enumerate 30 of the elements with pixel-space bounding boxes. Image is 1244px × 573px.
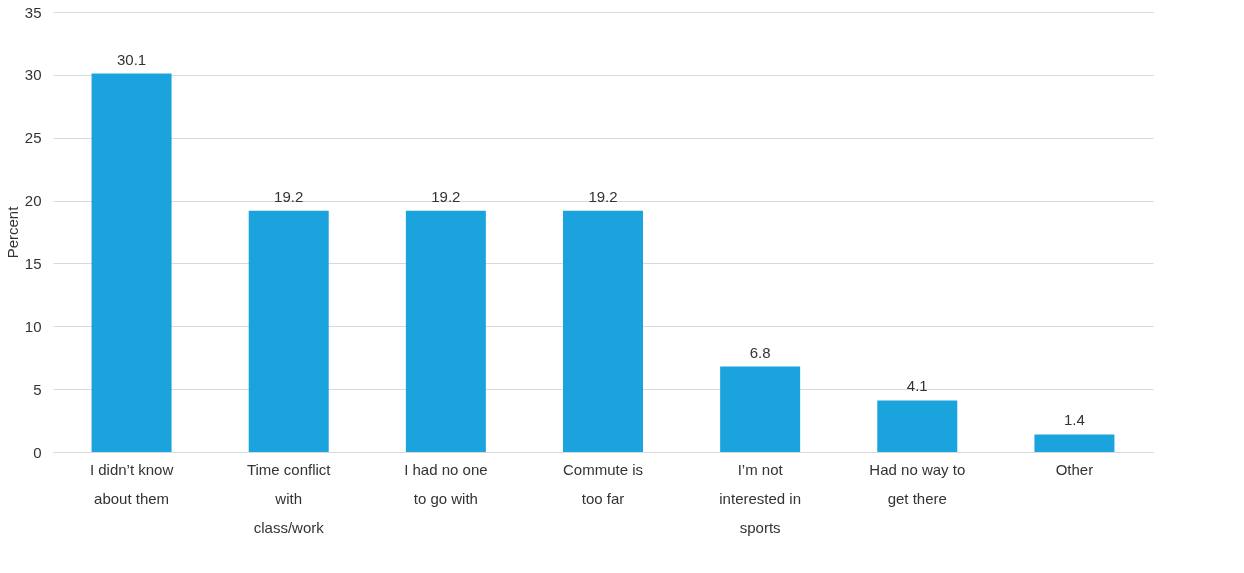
x-tick-label: Time conflict with class/work <box>246 460 332 536</box>
data-label: 4.1 <box>906 377 928 395</box>
x-tick-label: Other <box>1055 460 1094 478</box>
x-tick-label: I’m not interested in sports <box>719 460 801 536</box>
y-tick-label: 35 <box>24 3 42 21</box>
y-tick-label: 25 <box>24 129 42 147</box>
x-tick-label: I had no one to go with <box>404 460 488 507</box>
y-tick-label: 10 <box>24 317 42 335</box>
bar <box>720 366 801 452</box>
bar <box>248 210 329 452</box>
data-label: 19.2 <box>588 187 618 205</box>
data-label: 19.2 <box>431 187 461 205</box>
bar <box>405 210 486 452</box>
y-axis-title: Percent <box>3 205 21 259</box>
data-label: 30.1 <box>116 50 147 68</box>
bar <box>91 73 172 452</box>
bar <box>1034 434 1115 452</box>
x-tick-label: Had no way to get there <box>869 460 966 507</box>
y-tick-label: 5 <box>33 380 42 398</box>
y-tick-label: 15 <box>24 254 42 272</box>
x-tick-label: I didn’t know about them <box>89 460 174 507</box>
data-label: 19.2 <box>274 187 304 205</box>
x-tick-label: Commute is too far <box>562 460 644 507</box>
y-tick-label: 20 <box>24 192 42 210</box>
y-tick-label: 0 <box>33 443 42 461</box>
y-tick-label: 30 <box>24 66 42 84</box>
data-label: 6.8 <box>749 343 771 361</box>
bar <box>563 210 643 452</box>
bar <box>877 400 958 452</box>
data-label: 1.4 <box>1064 411 1085 429</box>
